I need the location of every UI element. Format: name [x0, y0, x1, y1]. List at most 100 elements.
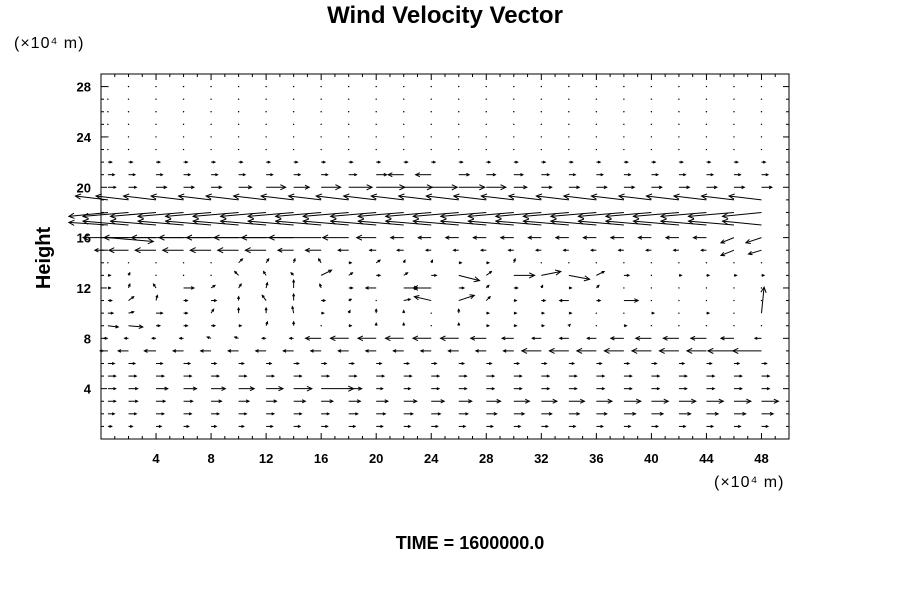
- wind-vector: [430, 111, 432, 113]
- wind-vector: [183, 173, 192, 177]
- wind-vector: [127, 85, 130, 88]
- x-tick-label: 44: [699, 451, 714, 466]
- wind-vector: [266, 374, 276, 378]
- wind-vector: [321, 399, 335, 404]
- wind-vector: [650, 262, 653, 264]
- wind-vector: [127, 282, 131, 289]
- wind-vector: [211, 361, 218, 366]
- wind-vector: [623, 111, 625, 113]
- wind-vector: [403, 98, 405, 100]
- wind-vector: [678, 148, 680, 151]
- wind-vector: [513, 387, 523, 391]
- wind-vector: [375, 259, 382, 264]
- wind-vector: [596, 398, 614, 404]
- wind-vector: [376, 184, 406, 191]
- wind-vector: [494, 211, 542, 219]
- wind-vector: [541, 185, 553, 190]
- wind-vector: [458, 399, 473, 404]
- wind-vector: [81, 218, 129, 226]
- wind-vector: [458, 136, 460, 138]
- wind-vector: [292, 320, 296, 326]
- wind-vector: [733, 361, 741, 366]
- wind-vector: [403, 387, 412, 391]
- wind-vector: [128, 324, 144, 330]
- wind-vector: [292, 292, 296, 301]
- wind-vector: [266, 412, 276, 416]
- wind-vector: [733, 98, 735, 100]
- wind-vector: [761, 411, 775, 416]
- wind-vector: [403, 123, 405, 126]
- wind-vector: [210, 262, 212, 264]
- wind-vector: [237, 98, 240, 100]
- wind-vector: [761, 361, 768, 366]
- wind-vector: [329, 211, 377, 219]
- wind-vector: [107, 123, 109, 126]
- wind-vector: [439, 218, 487, 226]
- wind-vector: [211, 185, 223, 190]
- wind-vector: [292, 279, 296, 288]
- wind-vector: [664, 235, 679, 240]
- wind-vector: [107, 148, 109, 151]
- wind-vector: [513, 272, 536, 279]
- wind-vector: [586, 336, 597, 340]
- wind-vector: [603, 347, 624, 354]
- wind-vector: [293, 160, 299, 164]
- wind-vector: [293, 184, 311, 190]
- wind-vector: [98, 349, 108, 353]
- wind-vector: [238, 399, 251, 404]
- wind-vector: [568, 123, 570, 126]
- wind-vector: [348, 386, 363, 391]
- wind-vector: [685, 347, 707, 354]
- wind-vector: [265, 148, 267, 151]
- wind-vector: [403, 412, 414, 416]
- x-tick-label: 32: [534, 451, 548, 466]
- wind-vector: [540, 85, 543, 88]
- wind-vector: [402, 321, 406, 326]
- wind-vector: [156, 185, 168, 190]
- wind-vector: [292, 98, 295, 100]
- wind-vector: [287, 193, 322, 201]
- wind-vector: [727, 193, 762, 201]
- wind-vector: [678, 262, 680, 264]
- wind-vector: [467, 218, 514, 226]
- wind-vector: [590, 248, 597, 252]
- wind-vector: [431, 374, 441, 378]
- wind-vector: [259, 193, 294, 201]
- wind-vector: [211, 424, 218, 428]
- wind-vector: [276, 247, 294, 253]
- wind-vector: [293, 412, 303, 416]
- wind-vector: [650, 136, 653, 138]
- wind-vector: [384, 218, 432, 226]
- wind-vector: [541, 299, 547, 303]
- wind-vector: [411, 285, 432, 291]
- wind-vector: [342, 193, 377, 201]
- wind-vector: [348, 399, 362, 404]
- wind-vector: [386, 172, 404, 178]
- wind-vector: [136, 218, 184, 226]
- wind-vector: [292, 111, 295, 113]
- wind-vector: [128, 295, 135, 301]
- wind-vector: [211, 374, 221, 378]
- wind-vector: [659, 218, 707, 226]
- wind-vector: [127, 111, 130, 113]
- wind-vector: [637, 235, 652, 240]
- wind-vector: [233, 270, 239, 276]
- wind-vector: [210, 136, 212, 138]
- wind-vector: [541, 412, 553, 416]
- wind-vector: [733, 173, 742, 177]
- wind-vector: [479, 248, 487, 252]
- wind-vector: [128, 424, 134, 428]
- wind-vector: [290, 271, 294, 276]
- wind-vector: [127, 136, 130, 138]
- wind-vector: [211, 399, 223, 404]
- wind-vector: [329, 218, 377, 226]
- wind-vector: [237, 295, 241, 301]
- wind-vector: [502, 349, 514, 353]
- wind-vector: [368, 248, 377, 252]
- wind-vector: [486, 173, 497, 177]
- wind-vector: [760, 123, 763, 126]
- wind-vector: [474, 349, 487, 353]
- wind-vector: [562, 193, 597, 201]
- wind-vector: [107, 311, 115, 315]
- wind-vector: [288, 336, 294, 340]
